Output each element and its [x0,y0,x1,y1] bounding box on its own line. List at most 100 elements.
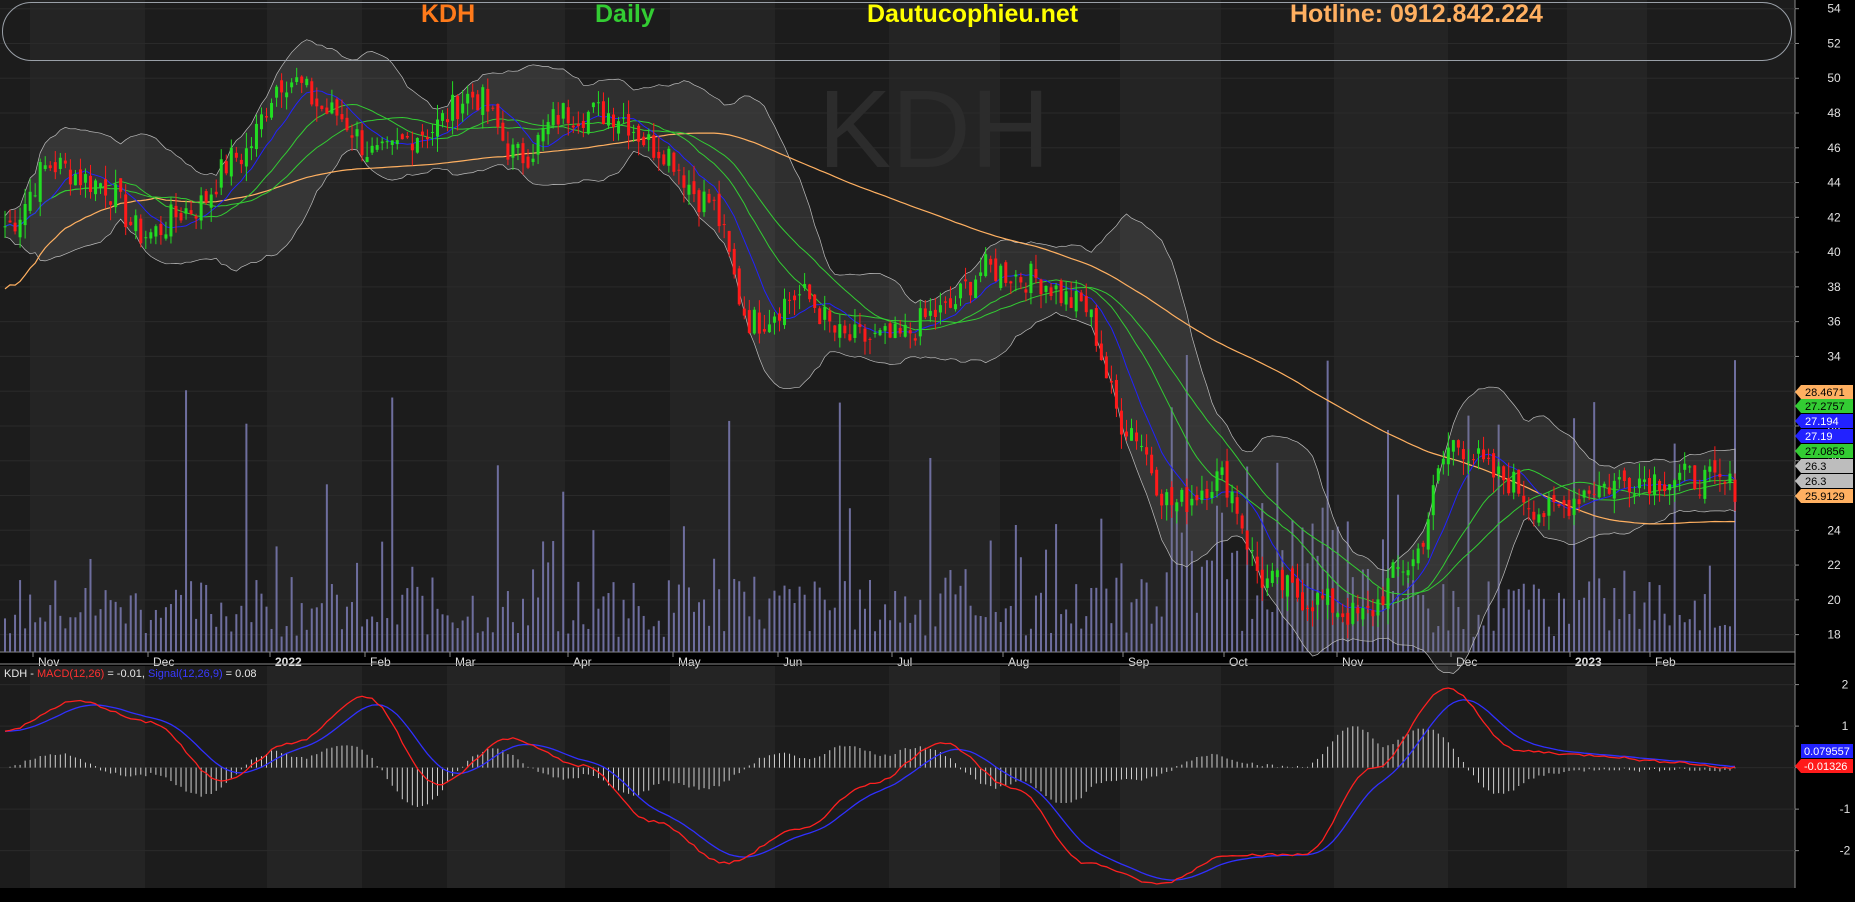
volume-bar [1336,526,1339,652]
candle-body [1582,490,1586,498]
candle-body [114,184,118,208]
volume-bar [109,600,112,652]
candle-body [1396,566,1400,570]
volume-bar [491,632,494,652]
candle-body [104,179,108,196]
candle-body [466,93,470,104]
volume-bar [501,606,504,652]
volume-bar [662,636,665,652]
candle-body [1215,471,1219,492]
candle-body [511,144,515,158]
candle-body [1567,499,1571,516]
volume-bar [1145,582,1148,652]
volume-bar [401,594,404,652]
candle-body [813,294,817,308]
volume-bar [813,581,816,652]
volume-bar [1120,563,1123,652]
candle-body [928,310,932,316]
candle-body [1587,490,1591,494]
macd-legend-signal-label: Signal(12,26,9) [148,668,223,680]
ma-slow-line [4,132,1736,525]
volume-bar [169,604,172,652]
volume-bar [677,584,680,652]
candle-body [1059,280,1063,304]
candle-body [18,219,22,238]
candle-body [124,194,128,228]
candle-body [360,130,364,156]
volume-bar [300,603,303,652]
candle-body [1632,494,1636,496]
volume-bar [1653,620,1656,652]
candle-body [727,230,731,252]
candle-body [1225,461,1229,498]
volume-bar [743,591,746,652]
volume-bar [134,593,137,652]
volume-bar [471,595,474,652]
volume-bar [4,618,6,652]
x-tick-label: Apr [573,655,592,669]
candle-body [863,328,867,342]
candle-body [772,316,776,323]
candle-body [586,111,590,134]
candle-body [325,107,329,114]
candle-body [757,312,761,334]
volume-bar [79,612,82,652]
macd-legend-sep: - [27,668,38,680]
volume-bar [521,598,524,652]
volume-bar [1547,626,1550,652]
volume-bar [310,608,313,652]
candle-body [315,98,319,107]
volume-bar [1029,628,1032,652]
candle-body [1290,568,1294,583]
candle-body [1688,466,1692,468]
volume-bar [210,613,213,652]
candle-body [1723,482,1727,484]
volume-bar [567,633,570,652]
candle-body [1356,607,1360,614]
candle-body [1391,562,1395,578]
candle-body [566,107,570,124]
volume-bar [54,580,57,652]
candle-body [501,122,505,141]
volume-bar [818,587,821,652]
volume-bar [1150,623,1153,652]
last-value-tag-arrow [1795,385,1801,399]
volume-bar [481,631,484,652]
volume-bar [949,570,952,652]
volume-bar [1517,589,1520,652]
candle-body [1522,495,1526,503]
website-label[interactable]: Dautucophieu.net [867,0,1079,28]
candle-body [410,143,414,151]
volume-bar [1598,578,1601,652]
ma-fast-line [4,90,1736,613]
volume-bar [1321,507,1324,652]
candle-body [1255,556,1259,571]
volume-bar [1236,550,1239,652]
macd-legend-signal-value: = 0.08 [222,668,257,680]
last-value-tag [1801,414,1853,428]
volume-bar [728,420,731,652]
volume-bar [185,390,188,652]
candle-body [420,131,424,136]
candle-body [803,283,807,288]
candle-body [1306,607,1310,609]
volume-bar [1633,590,1636,652]
candle-body [461,103,465,114]
volume-bar [476,632,479,652]
candle-body [732,248,736,275]
candle-body [139,218,143,244]
volume-bar [119,607,122,652]
volume-bar [874,631,877,652]
candle-body [762,329,766,332]
candle-body [1200,490,1204,500]
candle-body [1663,484,1667,492]
candle-body [1612,480,1616,499]
volume-bar [69,617,72,652]
candle-body [1301,592,1304,611]
volume-bar [1175,506,1178,652]
volume-bar [1371,610,1374,652]
volume-bar [1231,552,1234,652]
volume-bar [969,605,972,652]
candle-body [23,203,27,226]
candle-body [923,308,927,318]
